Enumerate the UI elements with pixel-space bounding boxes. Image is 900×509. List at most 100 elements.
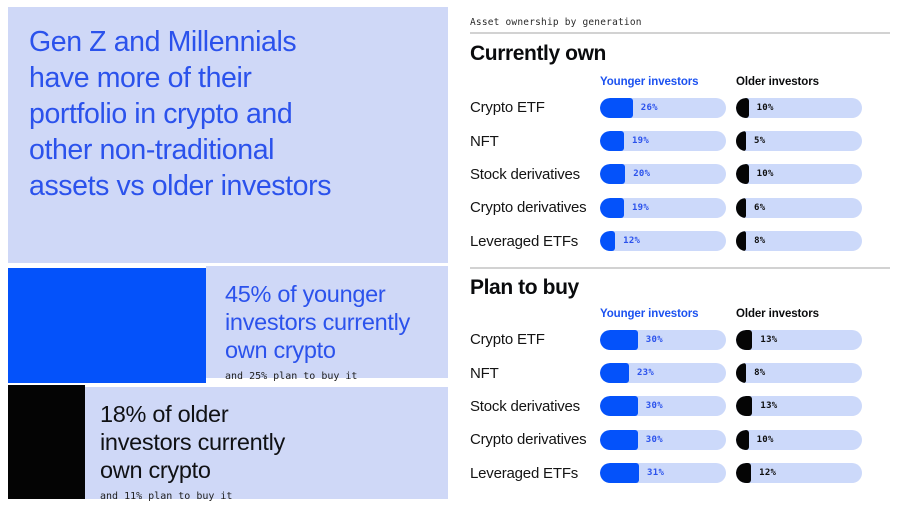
chart-row: Leveraged ETFs 12% 8%	[470, 225, 862, 258]
bar-older: 13%	[736, 329, 862, 350]
bar-older: 13%	[736, 396, 862, 417]
chart-panel: Asset ownership by generation Currently …	[470, 0, 891, 509]
asset-label: NFT	[470, 132, 499, 150]
bar-fill-younger	[600, 329, 638, 350]
section-title-currently-own: Currently own	[470, 42, 606, 65]
bar-value-label: 13%	[760, 401, 778, 412]
bar-fill-younger	[600, 231, 616, 252]
column-headers-currently-own: Younger investors Older investors	[470, 76, 862, 90]
asset-label: Stock derivatives	[470, 397, 580, 415]
asset-label: Crypto derivatives	[470, 199, 587, 217]
bar-value-label: 30%	[645, 334, 663, 345]
bar-older: 8%	[736, 363, 862, 384]
divider-top	[470, 32, 890, 34]
bar-older: 10%	[736, 164, 862, 185]
divider-mid	[470, 267, 890, 269]
bar-older: 10%	[736, 97, 862, 118]
bar-fill-older	[736, 363, 747, 384]
bar-value-label: 19%	[631, 202, 650, 213]
chart-row: Crypto ETF 30% 13%	[470, 323, 862, 356]
bar-fill-younger	[600, 197, 624, 218]
bar-younger: 19%	[600, 131, 726, 152]
asset-label: Stock derivatives	[470, 165, 580, 183]
bar-fill-younger	[600, 463, 640, 484]
bar-younger: 30%	[600, 429, 726, 450]
bar-older: 5%	[736, 131, 862, 152]
bar-younger: 30%	[600, 396, 726, 417]
chart-row: NFT 19% 5%	[470, 124, 862, 157]
bar-older: 8%	[736, 231, 862, 252]
asset-label: Leveraged ETFs	[470, 464, 579, 482]
bar-value-label: 6%	[754, 202, 766, 213]
chart-row: Crypto derivatives 30% 10%	[470, 423, 862, 456]
rows-plan-to-buy: Crypto ETF 30% 13% NFT 23% 8% Stock derivative…	[470, 323, 862, 490]
bar-fill-younger	[600, 164, 626, 185]
bar-fill-younger	[600, 429, 638, 450]
chart-eyebrow: Asset ownership by generation	[470, 17, 642, 28]
older-stat-text: 18% of older investors currently own cry…	[100, 401, 285, 483]
bar-younger: 12%	[600, 231, 726, 252]
asset-label: Crypto derivatives	[470, 431, 587, 449]
bar-older: 10%	[736, 429, 862, 450]
bar-value-label: 20%	[633, 169, 651, 180]
younger-stat-color-block	[8, 268, 206, 383]
headline-panel: Gen Z and Millennials have more of their…	[8, 7, 448, 263]
older-investors-header: Older investors	[736, 76, 819, 88]
bar-value-label: 8%	[754, 236, 766, 247]
bar-younger: 31%	[600, 463, 726, 484]
older-stat-subtext: and 11% plan to buy it	[100, 491, 233, 502]
bar-fill-older	[736, 396, 753, 417]
older-investors-header: Older investors	[736, 308, 819, 320]
chart-row: NFT 23% 8%	[470, 356, 862, 389]
bar-value-label: 10%	[756, 102, 774, 113]
bar-fill-older	[736, 329, 753, 350]
chart-row: Crypto derivatives 19% 6%	[470, 191, 862, 224]
younger-stat-text: 45% of younger investors currently own c…	[225, 281, 410, 363]
younger-stat-subtext: and 25% plan to buy it	[225, 371, 358, 382]
bar-younger: 19%	[600, 197, 726, 218]
bar-fill-younger	[600, 363, 629, 384]
bar-younger: 20%	[600, 164, 726, 185]
bar-fill-older	[736, 197, 746, 218]
bar-value-label: 10%	[756, 434, 774, 445]
bar-fill-younger	[600, 396, 638, 417]
bar-younger: 23%	[600, 363, 726, 384]
bar-fill-younger	[600, 131, 624, 152]
bar-fill-older	[736, 97, 749, 118]
younger-investors-header: Younger investors	[600, 308, 699, 320]
bar-fill-older	[736, 429, 749, 450]
bar-value-label: 26%	[640, 102, 658, 113]
bar-value-label: 10%	[756, 169, 774, 180]
bar-older: 12%	[736, 463, 862, 484]
asset-label: Crypto ETF	[470, 99, 545, 117]
bar-fill-older	[736, 463, 752, 484]
chart-row: Leveraged ETFs 31% 12%	[470, 457, 862, 490]
bar-value-label: 31%	[647, 468, 665, 479]
bar-value-label: 13%	[760, 334, 778, 345]
bar-fill-older	[736, 131, 746, 152]
bar-younger: 26%	[600, 97, 726, 118]
rows-currently-own: Crypto ETF 26% 10% NFT 19% 5% Stock derivative…	[470, 91, 862, 258]
bar-fill-older	[736, 164, 749, 185]
headline-text: Gen Z and Millennials have more of their…	[29, 26, 332, 202]
column-headers-plan-to-buy: Younger investors Older investors	[470, 308, 862, 322]
bar-fill-younger	[600, 97, 633, 118]
chart-row: Stock derivatives 30% 13%	[470, 390, 862, 423]
bar-value-label: 12%	[623, 236, 641, 247]
younger-stat-panel: 45% of younger investors currently own c…	[206, 266, 448, 382]
bar-value-label: 5%	[754, 136, 766, 147]
bar-fill-older	[736, 231, 747, 252]
asset-label: Leveraged ETFs	[470, 232, 579, 250]
bar-value-label: 30%	[645, 401, 663, 412]
chart-row: Stock derivatives 20% 10%	[470, 158, 862, 191]
asset-label: Crypto ETF	[470, 331, 545, 349]
asset-label: NFT	[470, 364, 499, 382]
bar-value-label: 30%	[645, 434, 663, 445]
bar-value-label: 23%	[636, 368, 655, 379]
section-title-plan-to-buy: Plan to buy	[470, 276, 579, 299]
chart-row: Crypto ETF 26% 10%	[470, 91, 862, 124]
bar-value-label: 19%	[631, 136, 650, 147]
older-stat-panel: 18% of older investors currently own cry…	[85, 387, 448, 502]
bar-value-label: 8%	[754, 368, 766, 379]
bar-value-label: 12%	[759, 468, 777, 479]
